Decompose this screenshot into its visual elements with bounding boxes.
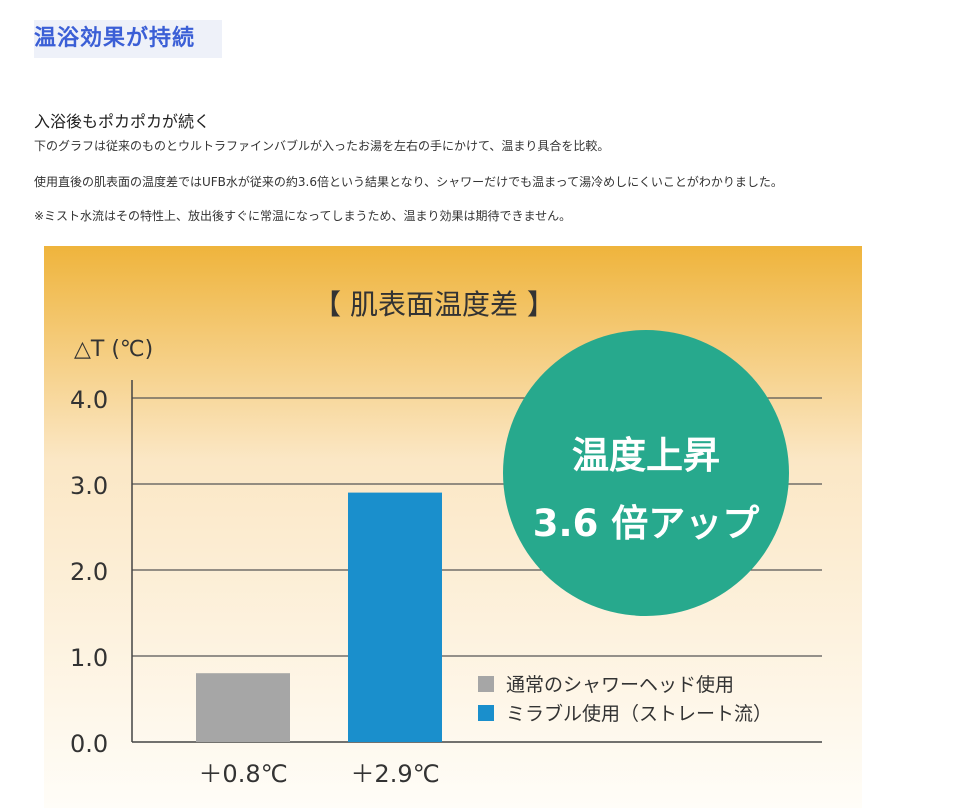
bar: [196, 673, 290, 742]
chart-title: 【 肌表面温度差 】: [313, 288, 555, 321]
highlight-badge: 温度上昇 3.6 倍アップ: [503, 330, 789, 616]
description-paragraph-1: 下のグラフは従来のものとウルトラファインバブルが入ったお湯を左右の手にかけて、温…: [34, 139, 610, 153]
y-tick-label: 1.0: [70, 644, 108, 672]
y-axis-label: △T (℃): [74, 337, 153, 362]
temperature-bar-chart: 【 肌表面温度差 】 △T (℃) 0.01.02.03.04.0 ＋0.8℃ ＋…: [44, 246, 862, 808]
legend-swatch: [478, 705, 494, 721]
page-heading: 温浴効果が持続: [34, 20, 222, 58]
y-tick-label: 0.0: [70, 730, 108, 758]
chart-panel: 【 肌表面温度差 】 △T (℃) 0.0 1.0 2.0 3.0 4.0 ＋0.8℃ ＋…: [44, 246, 862, 808]
badge-line-2: 3.6 倍アップ: [533, 502, 759, 545]
x-category-label: ＋0.8℃: [198, 760, 287, 788]
description-paragraph-3: ※ミスト水流はその特性上、放出後すぐに常温になってしまうため、温まり効果は期待で…: [34, 209, 572, 223]
section-subheading: 入浴後もポカポカが続く: [34, 112, 211, 131]
x-category-labels: ＋0.8℃ ＋2.9℃: [198, 760, 439, 788]
legend-swatch: [478, 676, 494, 692]
x-category-label: ＋2.9℃: [350, 760, 439, 788]
badge-line-1: 温度上昇: [572, 434, 720, 477]
bars: [196, 492, 442, 742]
y-tick-label: 4.0: [70, 386, 108, 414]
legend-label: ミラブル使用（ストレート流）: [506, 702, 772, 725]
description-paragraph-2: 使用直後の肌表面の温度差ではUFB水が従来の約3.6倍という結果となり、シャワー…: [34, 175, 783, 189]
legend-label: 通常のシャワーヘッド使用: [506, 674, 734, 696]
y-tick-label: 2.0: [70, 558, 108, 586]
y-tick-label: 3.0: [70, 472, 108, 500]
badge-circle: [503, 330, 789, 616]
y-tick-labels: 0.0 1.0 2.0 3.0 4.0: [70, 386, 108, 758]
bar: [348, 492, 442, 742]
